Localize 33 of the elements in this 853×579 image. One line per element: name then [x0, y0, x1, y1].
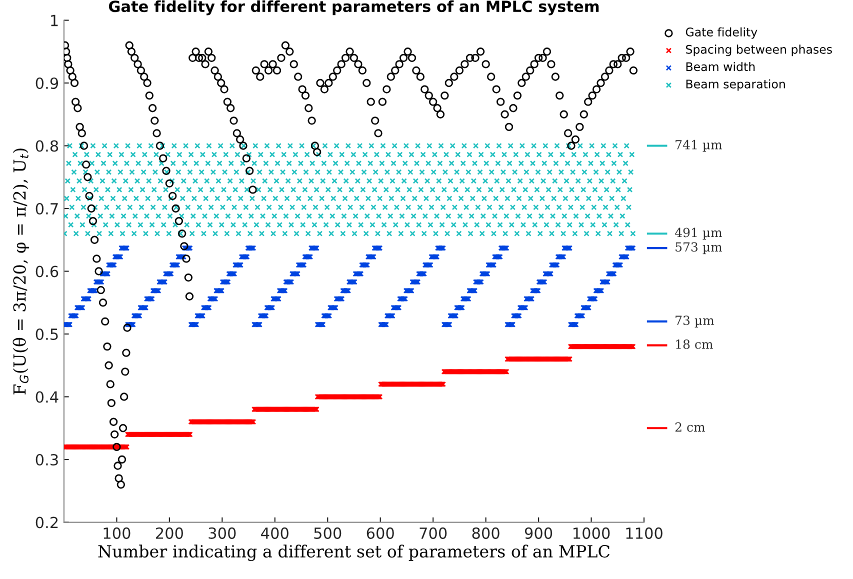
x-tick-label: 900 [524, 527, 552, 539]
legend-label: Beam separation [686, 79, 785, 91]
x-tick-label: 200 [156, 527, 183, 539]
y-tick-label: 0.5 [36, 328, 58, 340]
x-tick-label: 500 [314, 527, 342, 539]
legend-label: Gate fidelity [686, 27, 758, 39]
ref-line-label: 18 cm [676, 339, 713, 349]
x-axis-title: Number indicating a different set of parameters of an MPLC [98, 544, 610, 562]
x-tick-label: 800 [472, 527, 500, 539]
x-tick-label: 700 [420, 527, 447, 539]
ref-line-label: 741 µm [676, 140, 722, 152]
x-tick-label: 1100 [626, 527, 662, 539]
ref-line-label: 573 µm [676, 242, 722, 254]
y-tick-label: 0.7 [36, 202, 58, 215]
chart-title: Gate fidelity for different parameters of an MPLC system [108, 0, 599, 16]
x-tick-label: 600 [366, 527, 394, 539]
y-axis-title: F$_{G}$(U(θ = 3π/20, φ = π/2), U$_{t}$) [12, 148, 30, 394]
x-tick-label: 1000 [574, 527, 610, 539]
ref-line-label: 73 µm [676, 316, 714, 328]
y-tick-label: 0.2 [36, 516, 58, 528]
y-tick-label: 0.6 [36, 266, 58, 278]
x-tick-label: 300 [208, 527, 236, 539]
y-tick-label: 1 [51, 14, 58, 26]
y-tick-label: 0.9 [36, 77, 58, 90]
ref-line-label: 2 cm [675, 422, 706, 432]
y-tick-label: 0.8 [36, 140, 58, 152]
legend-label: Spacing between phases [686, 44, 832, 56]
ref-line-label: 491 µm [674, 228, 722, 240]
x-tick-label: 400 [261, 527, 288, 539]
y-tick-label: 0.4 [36, 391, 58, 403]
y-tick-label: 0.3 [36, 454, 58, 466]
legend-label: Beam width [686, 62, 755, 72]
x-tick-label: 100 [104, 527, 130, 539]
